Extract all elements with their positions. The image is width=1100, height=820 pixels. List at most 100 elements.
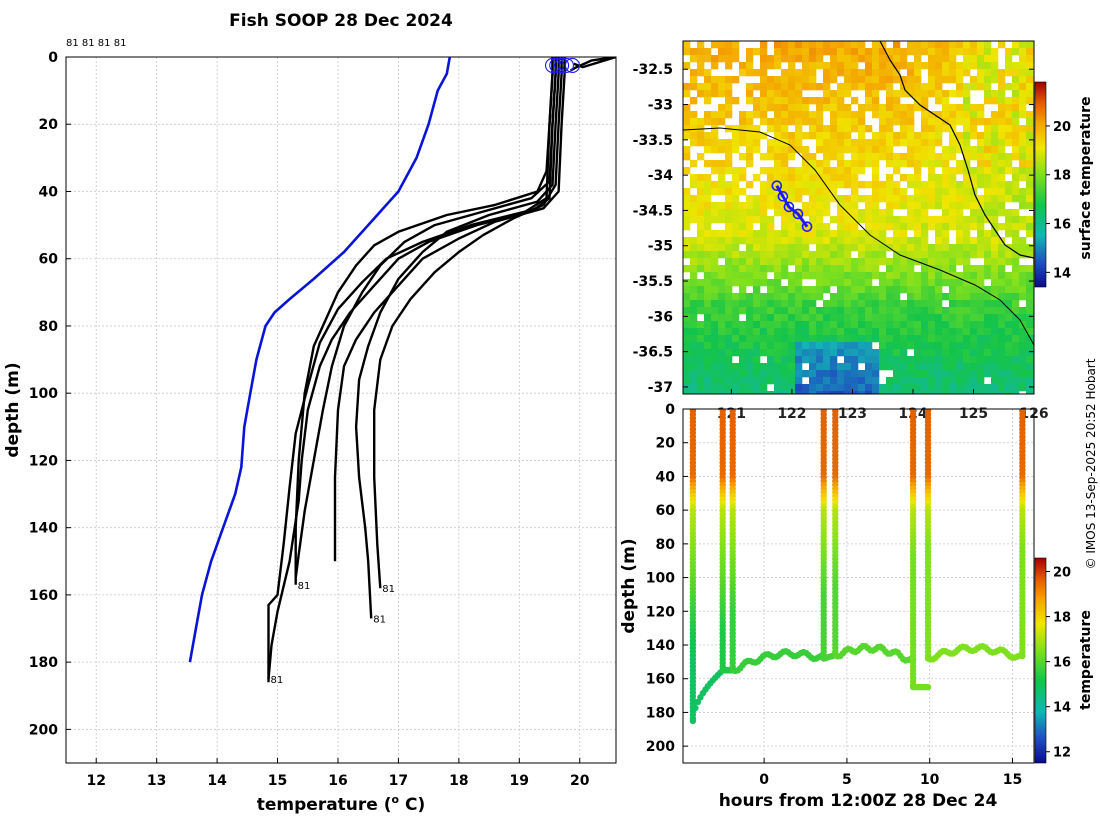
sst-cell [683,370,691,378]
sst-cell [970,342,978,350]
sst-cell [949,279,957,287]
sst-cell [998,223,1006,231]
sst-cell [900,286,908,294]
sst-cell [704,314,712,322]
sst-cell [753,209,761,217]
sst-cell [739,237,747,245]
sst-cell [830,153,838,161]
sst-cell [711,272,719,280]
sst-cell [851,356,859,364]
sst-cell [907,90,915,98]
sst-cell [851,174,859,182]
sst-cell [872,69,880,77]
sst-cell [879,342,887,350]
sst-cell [963,335,971,343]
sst-cell [984,356,992,364]
sst-cell [1026,55,1034,63]
sst-cell [1026,146,1034,154]
sst-cell [774,209,782,217]
sst-cell [802,265,810,273]
sst-cell [767,153,775,161]
sst-cell [725,244,733,252]
sst-cell [942,41,950,49]
sst-cell [984,125,992,133]
sst-cell [977,328,985,336]
sst-cell [760,314,768,322]
sst-cell [809,293,817,301]
sst-cell [823,244,831,252]
sst-cell [872,251,880,259]
sst-cell [921,321,929,329]
sst-cell [718,230,726,238]
sst-cell [928,258,936,266]
sst-cell [830,377,838,385]
sst-cell [711,321,719,329]
sst-cell [830,41,838,49]
sst-cell [697,258,705,266]
sst-cell [781,132,789,140]
sst-cell [739,300,747,308]
sst-cell [844,118,852,126]
sst-cell [746,300,754,308]
sst-cell [732,384,740,392]
sst-cell [998,370,1006,378]
sst-cell [914,391,922,394]
sst-cell [732,258,740,266]
sst-cell [991,153,999,161]
sst-cell [809,349,817,357]
sst-cell [844,272,852,280]
map-y-tick-label: -33.5 [633,133,673,149]
sst-cell [844,293,852,301]
sst-cell [963,125,971,133]
sst-cell [865,370,873,378]
sst-cell [711,237,719,245]
sst-cell [739,370,747,378]
sst-cell [900,48,908,56]
sst-cell [690,216,698,224]
sst-cell [928,146,936,154]
map-y-tick-label: -35 [648,239,673,255]
sst-cell [956,377,964,385]
sst-cell [879,307,887,315]
sst-cell [928,286,936,294]
sst-cell [816,48,824,56]
section-colorbar-tick-label: 14 [1053,701,1071,716]
sst-cell [837,69,845,77]
sst-cell [935,216,943,224]
sst-cell [942,230,950,238]
sst-cell [984,160,992,168]
sst-cell [858,286,866,294]
sst-cell [823,279,831,287]
sst-cell [970,265,978,273]
sst-cell [704,216,712,224]
sst-cell [739,62,747,70]
sst-cell [774,139,782,147]
sst-cell [767,97,775,105]
sst-cell [872,83,880,91]
sst-cell [1005,328,1013,336]
sst-cell [893,377,901,385]
sst-cell [991,97,999,105]
sst-cell [816,384,824,392]
sst-cell [977,118,985,126]
sst-cell [935,321,943,329]
sst-cell [963,139,971,147]
sst-cell [697,349,705,357]
section-plot-area [682,408,1035,764]
sst-cell [774,370,782,378]
sst-cell [893,370,901,378]
sst-cell [963,69,971,77]
sst-cell [844,104,852,112]
sst-cell [732,251,740,259]
sst-cell [753,216,761,224]
map-colorbar-tick-label: 20 [1053,120,1071,135]
sst-cell [851,76,859,84]
sst-cell [788,356,796,364]
sst-cell [746,118,754,126]
sst-cell [858,377,866,385]
map-colorbar-tick-label: 18 [1053,169,1071,184]
sst-cell [942,76,950,84]
sst-cell [837,223,845,231]
sst-cell [935,370,943,378]
sst-cell [1019,363,1027,371]
